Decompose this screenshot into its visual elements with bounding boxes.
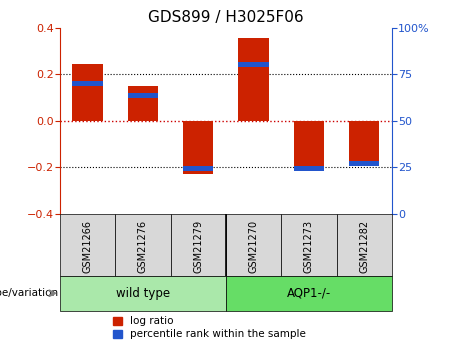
- Bar: [128, 92, 158, 98]
- Bar: [72, 64, 103, 121]
- Bar: [349, 161, 379, 166]
- Bar: [60, 276, 226, 310]
- Bar: [183, 166, 213, 171]
- Bar: [128, 86, 158, 121]
- Text: GSM21270: GSM21270: [248, 220, 259, 273]
- Text: wild type: wild type: [116, 287, 170, 300]
- Text: GSM21273: GSM21273: [304, 220, 314, 273]
- Bar: [115, 214, 171, 276]
- Text: GSM21279: GSM21279: [193, 220, 203, 273]
- Bar: [60, 214, 115, 276]
- Bar: [281, 214, 337, 276]
- Bar: [238, 62, 269, 67]
- Bar: [349, 121, 379, 161]
- Text: GSM21276: GSM21276: [138, 220, 148, 273]
- Bar: [226, 214, 281, 276]
- Bar: [72, 81, 103, 86]
- Bar: [294, 121, 324, 170]
- Text: GSM21282: GSM21282: [359, 220, 369, 273]
- Bar: [171, 214, 226, 276]
- Text: genotype/variation: genotype/variation: [0, 288, 59, 298]
- Text: AQP1-/-: AQP1-/-: [287, 287, 331, 300]
- Bar: [238, 38, 269, 121]
- Bar: [337, 214, 392, 276]
- Bar: [294, 166, 324, 171]
- Legend: log ratio, percentile rank within the sample: log ratio, percentile rank within the sa…: [112, 315, 307, 341]
- Bar: [183, 121, 213, 174]
- Bar: [226, 276, 392, 310]
- Title: GDS899 / H3025F06: GDS899 / H3025F06: [148, 10, 304, 25]
- Text: GSM21266: GSM21266: [83, 220, 93, 273]
